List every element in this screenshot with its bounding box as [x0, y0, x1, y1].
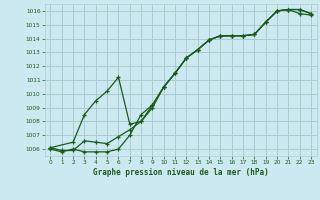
X-axis label: Graphe pression niveau de la mer (hPa): Graphe pression niveau de la mer (hPa) — [93, 168, 269, 177]
